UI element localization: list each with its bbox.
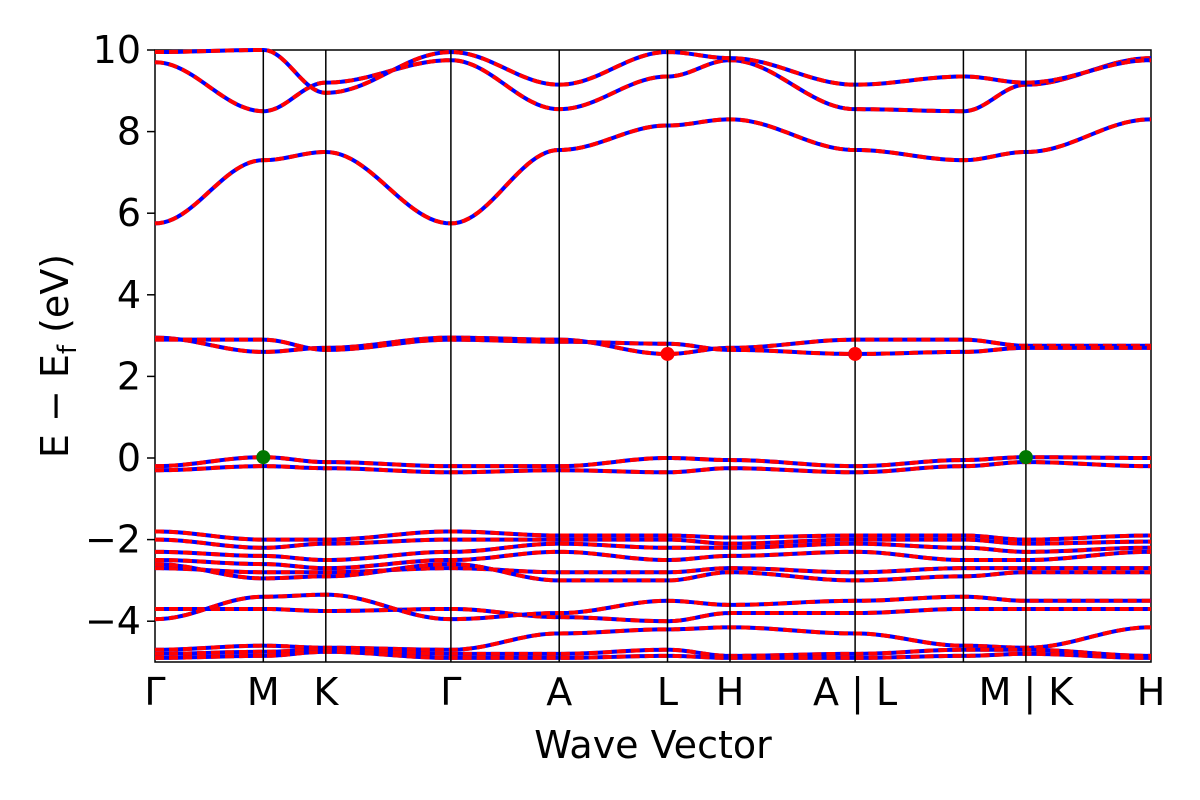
band-line-spin-down (154, 549, 1152, 571)
band-line-spin-down (154, 455, 1151, 469)
x-tick-label: L (657, 670, 678, 714)
band-line-spin-down (154, 541, 1152, 563)
y-tick-label: −2 (85, 518, 141, 562)
band-line-spin-down (154, 529, 1152, 542)
y-tick-label: 2 (117, 354, 141, 398)
y-tick-label: 0 (117, 436, 141, 480)
y-tick-label: 10 (93, 28, 141, 72)
y-axis-label-subscript: f (53, 344, 83, 354)
band-line-spin-up (154, 592, 1151, 622)
band-line-spin-up (154, 625, 1152, 652)
band-lines (154, 47, 1152, 660)
x-axis-label: Wave Vector (534, 723, 772, 767)
y-axis-label-main: E − E (33, 354, 77, 458)
x-tick-label: K (313, 670, 339, 714)
x-tick-label: M | K (979, 670, 1075, 715)
band-line-spin-up (154, 117, 1152, 226)
band-line-spin-down (154, 537, 1152, 550)
x-tick-label: A (546, 670, 572, 714)
band-line-spin-down (154, 117, 1152, 226)
x-tick-label: Γ (440, 670, 461, 714)
band-edge-markers (256, 346, 1033, 465)
x-tick-label: Γ (144, 670, 165, 714)
band-line-spin-down (155, 337, 1151, 356)
band-line-spin-up (154, 56, 1152, 114)
band-line-spin-down (154, 625, 1152, 652)
y-tick-label: 4 (117, 273, 141, 317)
x-tick-label: H (1137, 670, 1166, 714)
x-tick-label: M (247, 670, 280, 714)
y-tick-label: 8 (117, 110, 141, 154)
k-point-lines (262, 50, 1027, 662)
y-tick-label: 6 (117, 191, 141, 235)
x-tick-label: A | L (813, 670, 897, 715)
plot-frame (154, 49, 1152, 663)
x-tick-label: H (716, 670, 745, 714)
y-tick-label: −4 (85, 599, 141, 643)
band-line-spin-down (155, 606, 1151, 624)
vbm-marker (1018, 450, 1033, 465)
vbm-marker (256, 450, 271, 465)
y-axis-ticks: −4 −2 0 2 4 6 8 10 (85, 28, 155, 643)
y-axis-label: E − Ef (eV) (33, 254, 83, 458)
band-line-spin-down (154, 335, 1151, 356)
band-line-spin-down (154, 562, 1151, 583)
plot-area (154, 49, 1152, 663)
cbm-marker (848, 346, 863, 361)
band-line-spin-down (154, 47, 1152, 95)
cbm-marker (660, 346, 675, 361)
band-line-spin-up (154, 47, 1152, 95)
y-axis-label-unit: (eV) (33, 254, 77, 345)
band-line-spin-down (154, 56, 1152, 114)
